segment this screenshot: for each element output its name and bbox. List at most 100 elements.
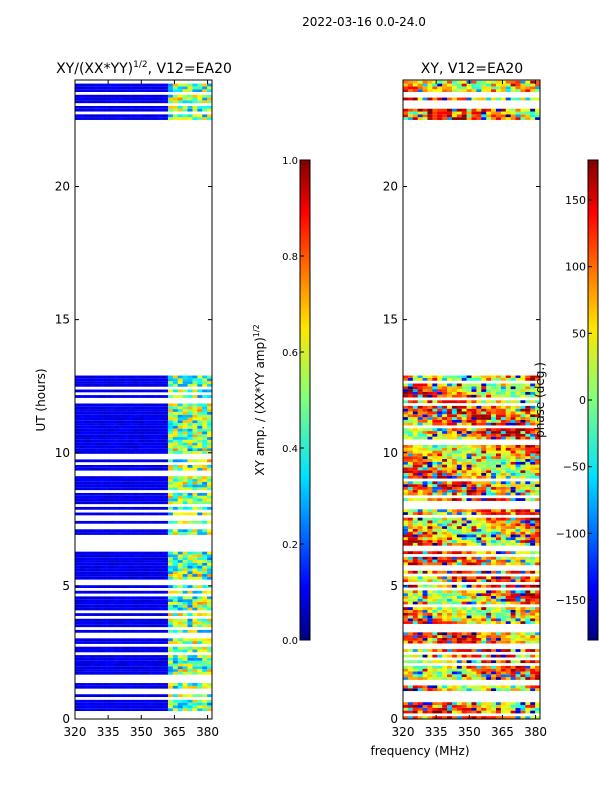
heatmap-cell [451, 467, 458, 471]
heatmap-cell [94, 114, 100, 118]
heatmap-cell [422, 635, 428, 638]
heatmap-cell [432, 716, 438, 719]
heatmap-cell [535, 654, 541, 658]
heatmap-cell [192, 585, 198, 589]
heatmap-cell [515, 674, 521, 678]
heatmap-cell [447, 459, 453, 462]
heatmap-cell [403, 472, 409, 476]
heatmap-cell [172, 420, 179, 424]
heatmap-cell [510, 707, 516, 711]
heatmap-cell [407, 492, 414, 496]
heatmap-cell [172, 97, 179, 101]
heatmap-cell [158, 425, 164, 429]
heatmap-cell [500, 475, 507, 479]
heatmap-cell [119, 607, 125, 611]
heatmap-cell [451, 450, 458, 454]
heatmap-cell [535, 601, 541, 605]
heatmap-cell [505, 612, 511, 616]
heatmap-cell [133, 459, 139, 463]
heatmap-cell [461, 598, 467, 602]
heatmap-cell [99, 574, 105, 577]
heatmap-cell [172, 571, 179, 575]
heatmap-cell [403, 618, 409, 622]
heatmap-cell [207, 498, 213, 502]
heatmap-cell [75, 117, 81, 120]
heatmap-cell [172, 520, 179, 524]
heatmap-cell [94, 434, 100, 438]
heatmap-cell [75, 437, 81, 440]
heatmap-cell [491, 400, 497, 404]
heatmap-cell [447, 414, 453, 418]
heatmap-cell [148, 655, 154, 658]
heatmap-cell [75, 114, 81, 118]
heatmap-cell [119, 378, 125, 382]
heatmap-cell [471, 607, 477, 610]
heatmap-cell [432, 609, 438, 613]
heatmap-cell [432, 556, 438, 560]
heatmap-cell [481, 484, 487, 487]
heatmap-cell [407, 414, 414, 418]
heatmap-cell [114, 560, 120, 563]
heatmap-cell [505, 710, 511, 714]
heatmap-cell [403, 570, 409, 574]
heatmap-cell [427, 517, 433, 521]
heatmap-cell [456, 498, 463, 501]
heatmap-cell [192, 487, 198, 491]
heatmap-cell [94, 669, 100, 672]
heatmap-cell [456, 481, 463, 485]
heatmap-cell [486, 595, 492, 599]
heatmap-cell [456, 621, 463, 624]
heatmap-cell [138, 565, 144, 569]
heatmap-cell [197, 425, 203, 429]
heatmap-cell [167, 568, 174, 572]
heatmap-cell [123, 590, 130, 594]
heatmap-cell [104, 409, 110, 412]
heatmap-cell [79, 501, 86, 505]
heatmap-cell [481, 705, 487, 708]
heatmap-cell [104, 641, 110, 644]
heatmap-cell [197, 646, 203, 650]
heatmap-cell [207, 487, 213, 491]
heatmap-cell [123, 571, 130, 575]
heatmap-cell [530, 590, 536, 594]
heatmap-cell [500, 716, 507, 719]
heatmap-cell [471, 615, 477, 619]
heatmap-cell [500, 601, 507, 605]
heatmap-cell [525, 411, 531, 415]
heatmap-cell [187, 624, 193, 628]
heatmap-cell [471, 436, 477, 440]
heatmap-cell [500, 450, 507, 454]
heatmap-cell [133, 114, 139, 118]
heatmap-cell [104, 532, 110, 535]
heatmap-cell [114, 487, 120, 491]
heatmap-cell [447, 464, 453, 468]
heatmap-cell [197, 607, 203, 611]
heatmap-cell [114, 501, 120, 505]
heatmap-cell [442, 562, 448, 566]
heatmap-cell [114, 554, 120, 558]
heatmap-cell [104, 568, 110, 572]
heatmap-cell [143, 439, 149, 443]
heatmap-cell [89, 395, 95, 398]
heatmap-cell [447, 492, 453, 496]
heatmap-cell [148, 660, 154, 664]
heatmap-cell [535, 702, 541, 706]
heatmap-cell [94, 97, 100, 101]
heatmap-cell [187, 423, 193, 426]
heatmap-cell [104, 666, 110, 670]
heatmap-cell [153, 649, 159, 653]
heatmap-cell [133, 562, 139, 566]
heatmap-cell [187, 655, 193, 658]
heatmap-cell [495, 542, 502, 546]
heatmap-cell [500, 489, 507, 493]
heatmap-cell [417, 517, 423, 521]
heatmap-cell [94, 381, 100, 384]
heatmap-cell [192, 705, 198, 709]
heatmap-cell [114, 411, 120, 415]
heatmap-cell [114, 618, 120, 622]
heatmap-cell [486, 489, 492, 493]
heatmap-cell [187, 420, 193, 424]
heatmap-cell [104, 437, 110, 440]
heatmap-cell [148, 117, 154, 120]
heatmap-cell [461, 484, 467, 487]
